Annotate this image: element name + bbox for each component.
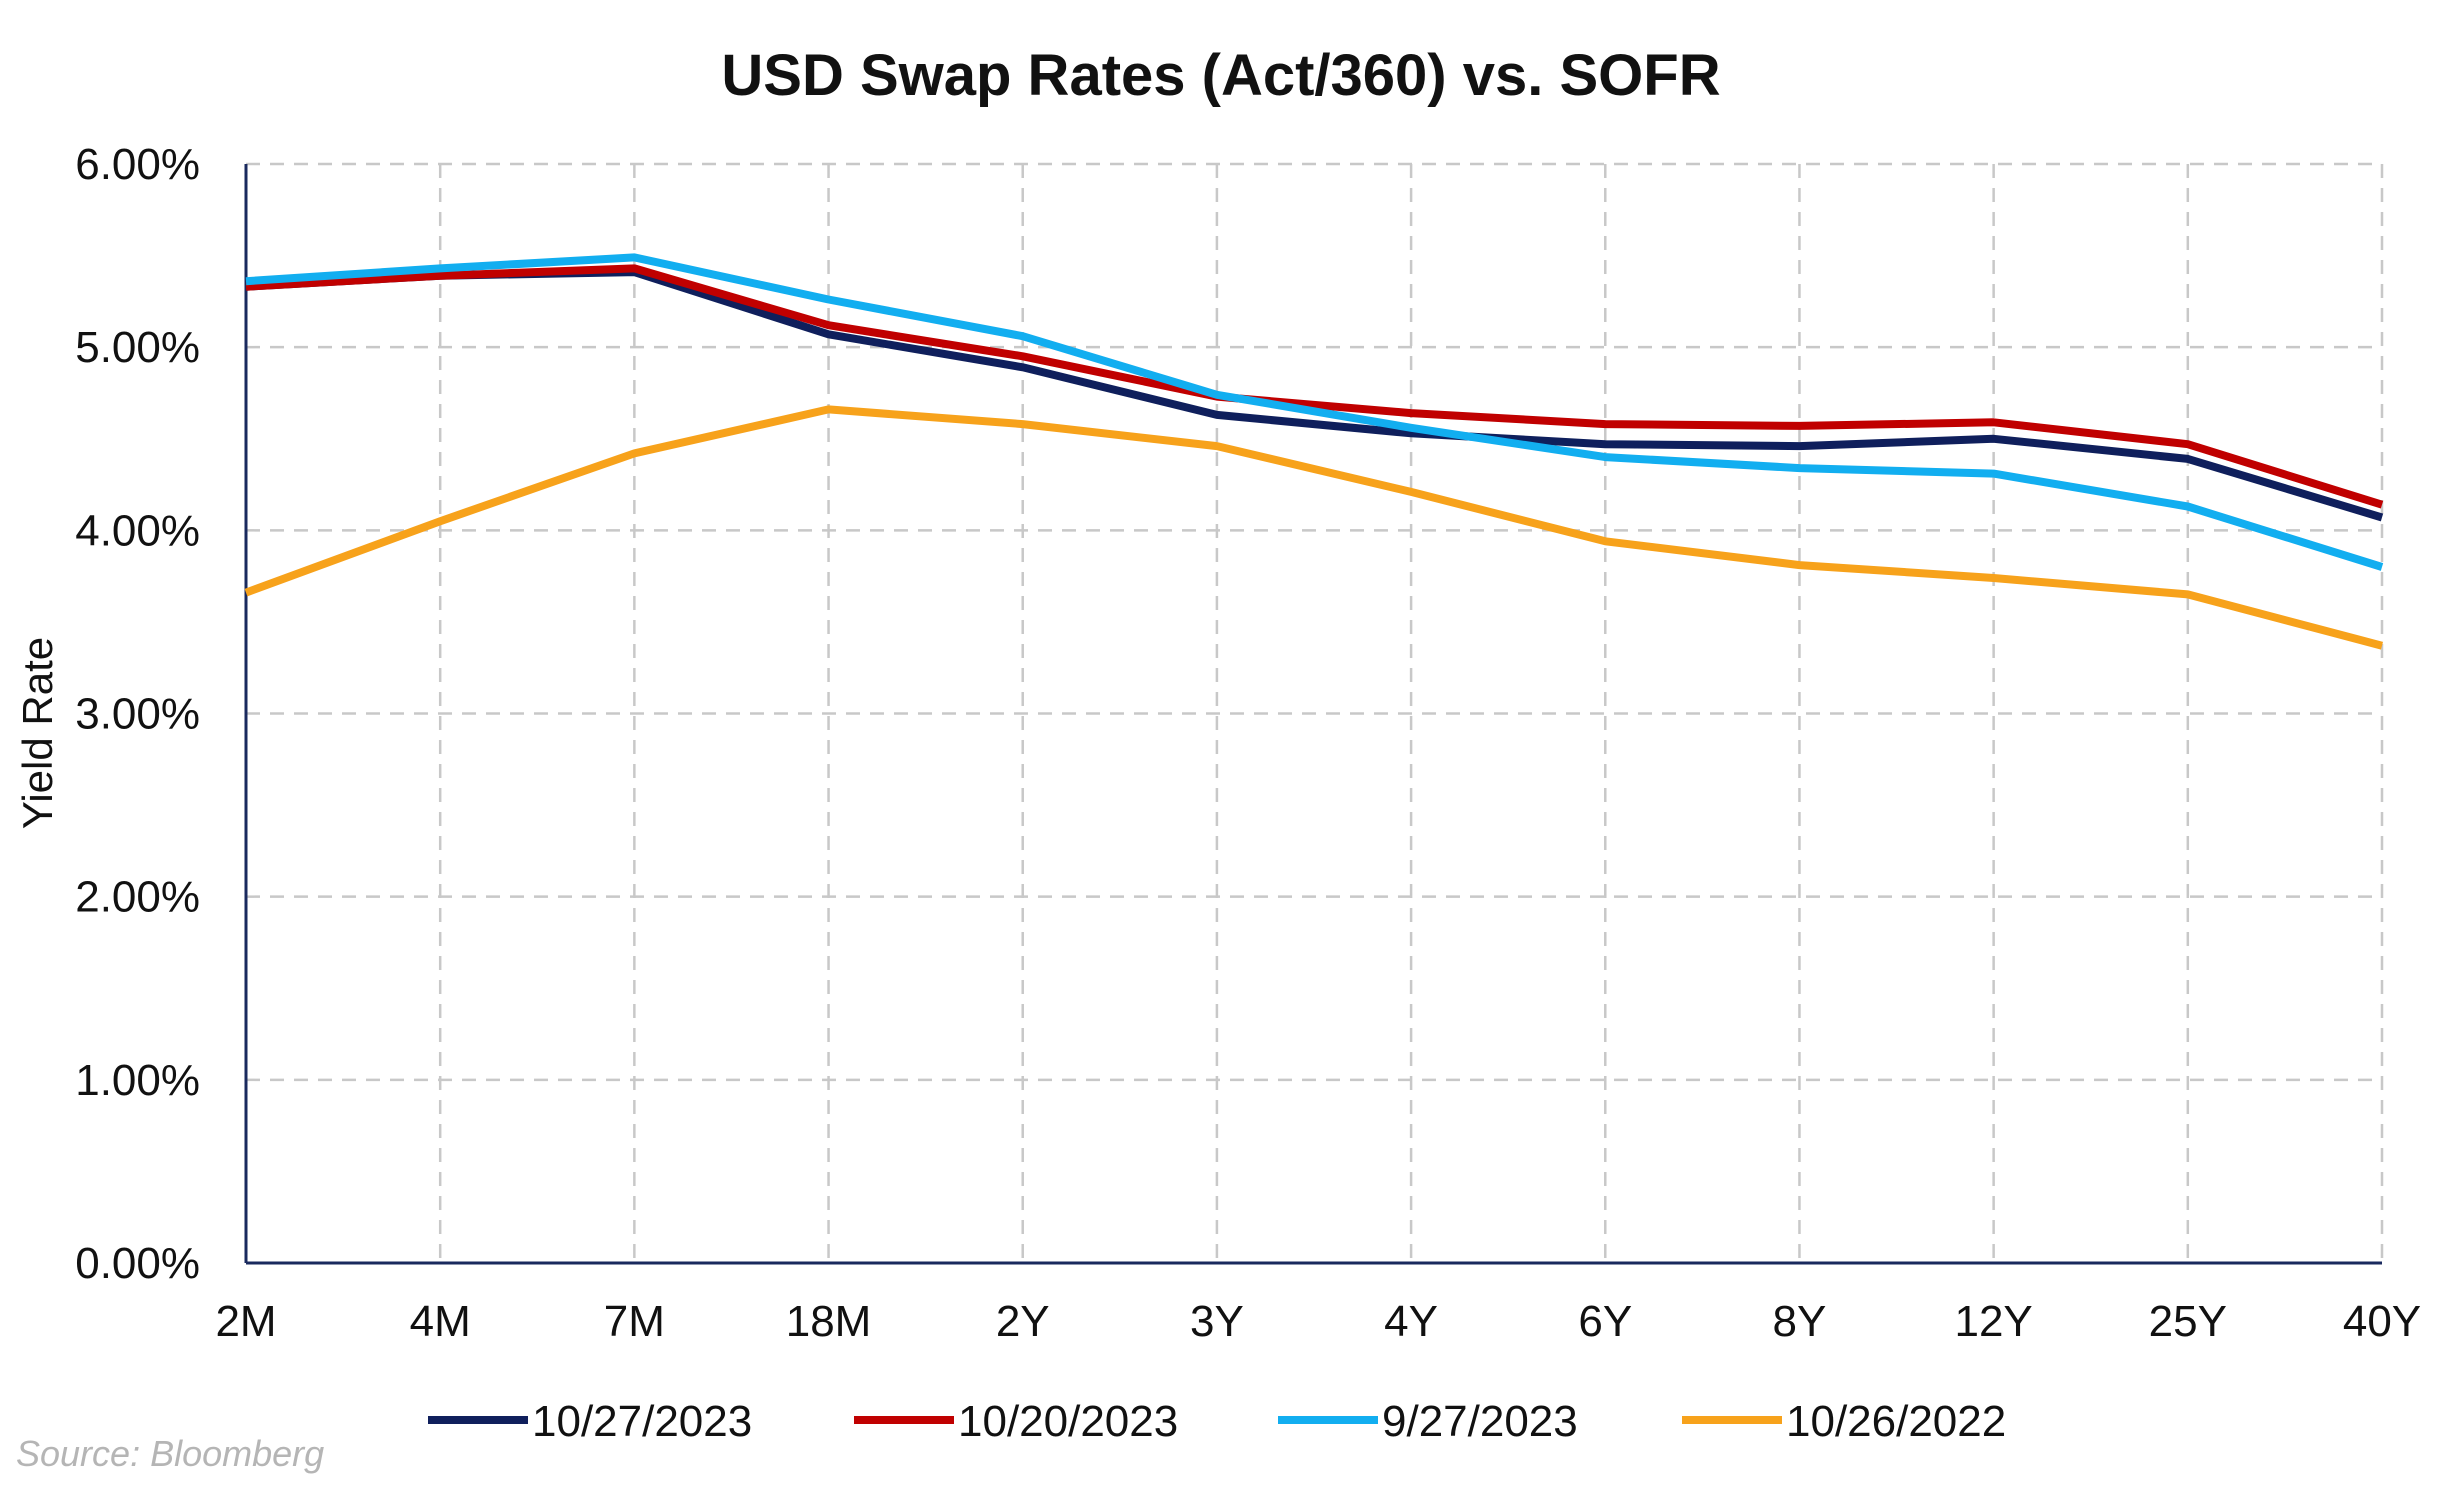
x-tick-label: 4M [410,1297,471,1346]
x-tick-label: 3Y [1190,1297,1244,1346]
tick-layer: 0.00% 1.00% 2.00% 3.00% 4.00% 5.00% 6.00% 2M 4M 7… [75,140,2421,1346]
x-tick-label: 25Y [2149,1297,2227,1346]
source-note: Source: Bloomberg [16,1433,324,1474]
series-line-3 [245,253,2384,571]
x-tick-label: 8Y [1773,1297,1827,1346]
series-layer [244,253,2384,650]
y-tick-label: 6.00% [75,140,200,189]
x-tick-label: 18M [786,1297,872,1346]
legend: 10/27/2023 10/20/2023 9/27/2023 10/26/2022 [428,1397,2006,1446]
grid-layer [246,162,2384,1263]
y-tick-label: 5.00% [75,323,200,372]
series-line-4 [244,405,2384,650]
legend-label: 10/20/2023 [958,1397,1178,1446]
legend-label: 9/27/2023 [1382,1397,1578,1446]
x-tick-label: 2Y [996,1297,1050,1346]
x-tick-label: 4Y [1384,1297,1438,1346]
x-tick-label: 2M [215,1297,276,1346]
y-tick-label: 1.00% [75,1056,200,1105]
legend-label: 10/26/2022 [1786,1397,2006,1446]
y-tick-label: 3.00% [75,690,200,739]
x-tick-label: 12Y [1954,1297,2032,1346]
y-tick-label: 2.00% [75,873,200,922]
legend-label: 10/27/2023 [532,1397,752,1446]
y-axis-label: Yield Rate [14,637,61,829]
x-tick-label: 7M [604,1297,665,1346]
series-line-2 [245,264,2384,509]
chart-title: USD Swap Rates (Act/360) vs. SOFR [721,43,1720,108]
axis-layer [244,164,2382,1265]
x-tick-label: 40Y [2343,1297,2421,1346]
x-tick-label: 6Y [1578,1297,1632,1346]
y-tick-label: 4.00% [75,506,200,555]
y-tick-label: 0.00% [75,1239,200,1288]
